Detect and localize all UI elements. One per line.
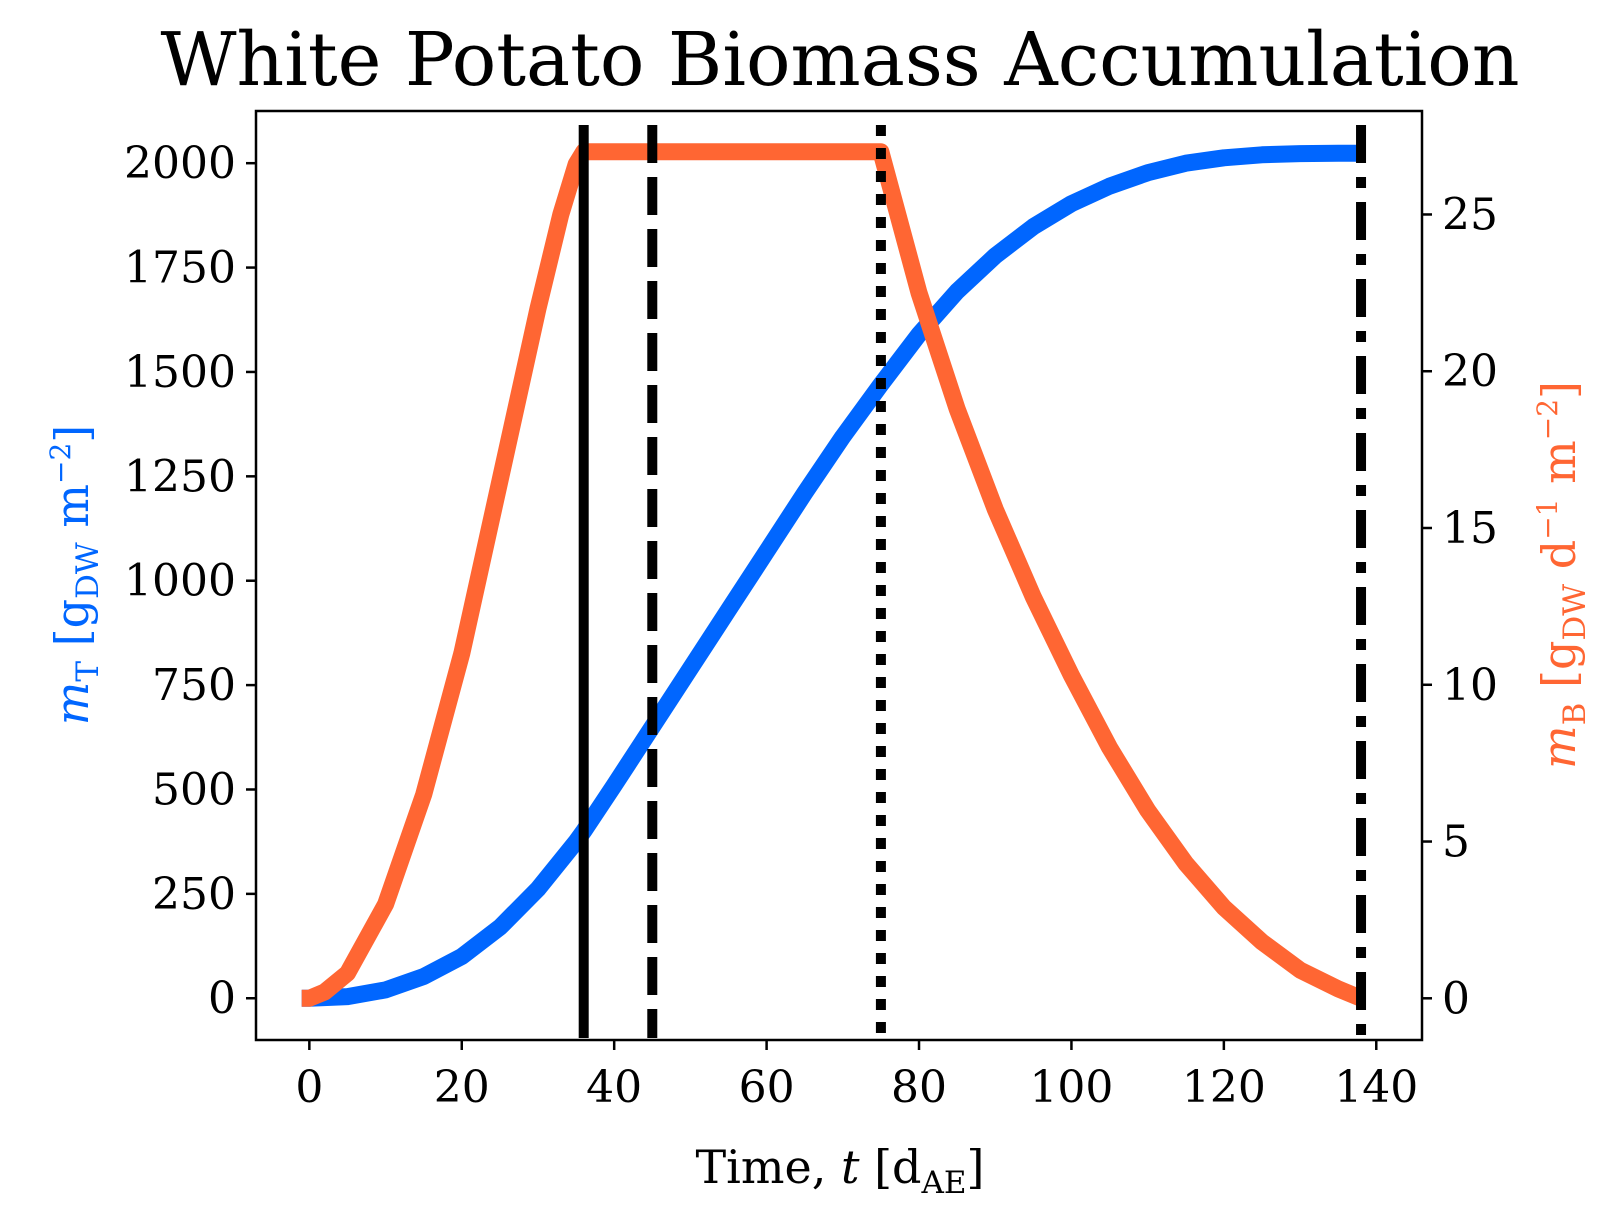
- x-tick-label: 140: [1334, 1062, 1418, 1113]
- x-tick-label: 40: [586, 1062, 642, 1113]
- y-right-tick-label: 15: [1442, 503, 1498, 554]
- y-left-tick-label: 1750: [124, 243, 236, 294]
- x-axis: 0 20 40 60 80 100 120 140: [295, 1040, 1418, 1113]
- y-right-label-unit-sub: DW: [1557, 584, 1593, 641]
- y-left-label-unit-sub: DW: [70, 542, 106, 599]
- y-right-tick-label: 25: [1442, 189, 1498, 240]
- y-axis-left: 0 250 500 750 1000 1250 1500 1750 2000: [124, 138, 256, 1024]
- plot-frame: [254, 109, 1424, 1042]
- x-axis-label: Time, t [dAE]: [696, 1140, 985, 1201]
- y-left-label-var: m: [45, 682, 99, 726]
- y-left-label-open: [g: [45, 599, 99, 661]
- y-left-label-close: ]: [45, 425, 99, 443]
- x-axis-label-sub: AE: [921, 1165, 967, 1201]
- y-right-tick-label: 0: [1442, 973, 1470, 1024]
- y-right-label-close: ]: [1532, 381, 1586, 399]
- series-line-right: [300, 143, 1365, 1007]
- y-right-label-sup1: −1: [1531, 498, 1564, 539]
- y-right-label-open: [g: [1532, 641, 1586, 703]
- x-axis-label-main: Time,: [696, 1140, 841, 1194]
- y-left-tick-label: 0: [208, 973, 236, 1024]
- y-left-label-unit: m: [45, 484, 99, 542]
- chart-title: White Potato Biomass Accumulation: [160, 17, 1519, 103]
- y-left-tick-label: 250: [152, 869, 236, 920]
- x-tick-label: 60: [739, 1062, 795, 1113]
- y-right-tick-label: 5: [1442, 817, 1470, 868]
- x-axis-label-close: ]: [967, 1140, 985, 1194]
- y-left-label-sub: T: [70, 661, 106, 682]
- y-left-tick-label: 500: [152, 764, 236, 815]
- x-axis-label-open: [d: [859, 1140, 921, 1194]
- y-right-label-unit: d: [1532, 540, 1586, 584]
- series-line-left: [300, 144, 1361, 1007]
- x-axis-label-var: t: [841, 1140, 860, 1194]
- y-left-label-sup: −2: [44, 443, 77, 484]
- y-right-label-sup2: −2: [1531, 399, 1564, 440]
- y-right-tick-label: 10: [1442, 660, 1498, 711]
- y-left-tick-label: 750: [152, 660, 236, 711]
- y-left-tick-label: 1000: [124, 556, 236, 607]
- y-right-tick-label: 20: [1442, 346, 1498, 397]
- x-tick-label: 20: [434, 1062, 490, 1113]
- y-left-tick-label: 1250: [124, 451, 236, 502]
- x-tick-label: 0: [295, 1062, 323, 1113]
- y-axis-right: 0 5 10 15 20 25: [1422, 189, 1498, 1024]
- y-left-tick-label: 1500: [124, 347, 236, 398]
- x-tick-label: 100: [1029, 1062, 1113, 1113]
- y-left-tick-label: 2000: [124, 138, 236, 189]
- y-right-label-var: m: [1532, 725, 1586, 769]
- y-axis-left-label: mT [gDW m−2]: [44, 425, 106, 726]
- y-axis-right-label: mB [gDW d−1 m−2]: [1531, 381, 1593, 769]
- y-right-label-sub: B: [1557, 703, 1593, 726]
- y-right-label-unit2: m: [1532, 440, 1586, 498]
- x-tick-label: 120: [1182, 1062, 1266, 1113]
- plot-area: [300, 125, 1367, 1038]
- x-tick-label: 80: [891, 1062, 947, 1113]
